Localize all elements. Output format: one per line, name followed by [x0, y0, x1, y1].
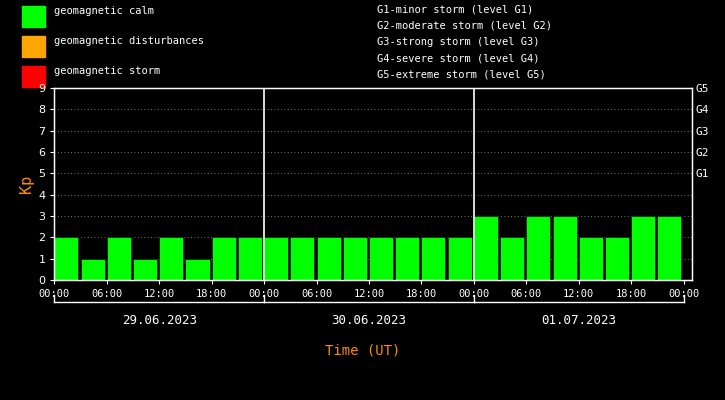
Bar — [605, 237, 629, 280]
Bar — [107, 237, 130, 280]
Bar — [395, 237, 419, 280]
Text: G2-moderate storm (level G2): G2-moderate storm (level G2) — [377, 21, 552, 31]
Text: geomagnetic storm: geomagnetic storm — [54, 66, 161, 76]
Bar — [212, 237, 236, 280]
Bar — [22, 66, 45, 87]
Bar — [133, 259, 157, 280]
Bar — [317, 237, 341, 280]
Bar — [447, 237, 472, 280]
Bar — [22, 6, 45, 27]
Bar — [290, 237, 315, 280]
Text: geomagnetic calm: geomagnetic calm — [54, 6, 154, 16]
Text: G5-extreme storm (level G5): G5-extreme storm (level G5) — [377, 70, 546, 80]
Bar — [658, 216, 682, 280]
Bar — [80, 259, 104, 280]
Text: G3-strong storm (level G3): G3-strong storm (level G3) — [377, 37, 539, 47]
Bar — [500, 237, 524, 280]
Text: 30.06.2023: 30.06.2023 — [331, 314, 407, 326]
Bar — [552, 216, 576, 280]
Y-axis label: Kp: Kp — [19, 175, 34, 193]
Bar — [369, 237, 393, 280]
Text: G4-severe storm (level G4): G4-severe storm (level G4) — [377, 53, 539, 63]
Bar — [264, 237, 288, 280]
Bar — [160, 237, 183, 280]
Text: Time (UT): Time (UT) — [325, 343, 400, 357]
Text: G1-minor storm (level G1): G1-minor storm (level G1) — [377, 4, 534, 14]
Bar — [526, 216, 550, 280]
Bar — [186, 259, 210, 280]
Bar — [54, 237, 78, 280]
Bar — [343, 237, 367, 280]
Bar — [631, 216, 655, 280]
Bar — [238, 237, 262, 280]
Bar — [22, 36, 45, 57]
Bar — [421, 237, 445, 280]
Bar — [579, 237, 602, 280]
Text: 01.07.2023: 01.07.2023 — [542, 314, 616, 326]
Bar — [474, 216, 498, 280]
Text: 29.06.2023: 29.06.2023 — [122, 314, 196, 326]
Text: geomagnetic disturbances: geomagnetic disturbances — [54, 36, 204, 46]
